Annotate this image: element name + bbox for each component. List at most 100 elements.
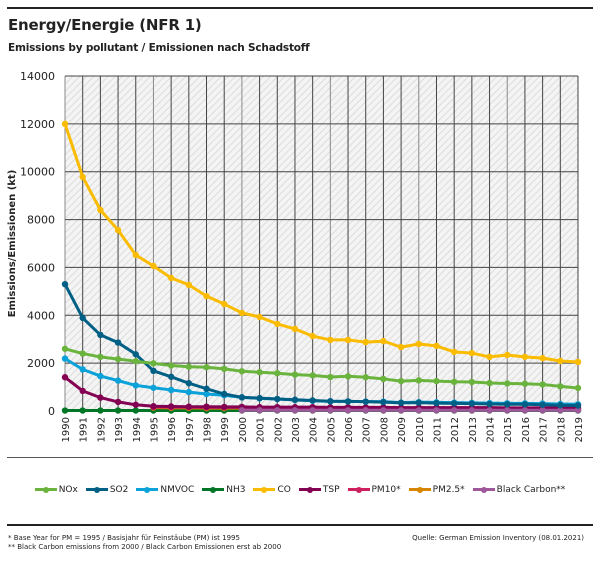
data-point (397, 377, 405, 385)
y-tick-label: 8000 (27, 214, 55, 227)
data-point (132, 401, 139, 408)
data-point (486, 407, 493, 414)
data-point (450, 348, 458, 356)
data-point (450, 407, 458, 414)
x-tick-label: 2000 (238, 417, 249, 442)
data-point (274, 407, 281, 414)
legend-swatch (136, 486, 159, 493)
x-tick-label: 1990 (61, 417, 72, 442)
data-point (185, 281, 193, 289)
y-tick-label: 14000 (20, 70, 55, 83)
data-point (61, 280, 69, 288)
data-point (291, 407, 299, 414)
data-point (167, 362, 175, 369)
data-point (61, 355, 69, 362)
data-point (362, 374, 369, 381)
legend-item: PM10* (347, 485, 401, 495)
legend-item: NMVOC (136, 485, 194, 495)
legend-swatch (298, 486, 321, 493)
data-point (327, 336, 334, 344)
data-point (114, 355, 122, 363)
data-point (185, 388, 193, 396)
x-tick-label: 1995 (149, 417, 160, 442)
data-point (114, 339, 122, 346)
data-point (539, 407, 546, 414)
data-point (291, 325, 299, 333)
data-point (415, 399, 422, 406)
data-point (327, 407, 334, 414)
data-point (238, 368, 246, 375)
data-point (344, 398, 352, 405)
data-point (397, 399, 405, 407)
data-point (468, 349, 476, 357)
footnote-black-carbon: ** Black Carbon emissions from 2000 / Bl… (8, 543, 282, 551)
data-point (79, 407, 86, 414)
data-point (256, 313, 263, 321)
x-tick-label: 2011 (432, 417, 443, 442)
data-point (167, 403, 175, 410)
data-point (415, 407, 422, 414)
x-tick-label: 1992 (96, 417, 107, 442)
data-point (433, 342, 440, 350)
series-black-carbon (238, 407, 582, 414)
data-point (150, 262, 157, 270)
data-point (132, 407, 139, 414)
data-point (327, 373, 334, 381)
data-point (256, 369, 263, 376)
legend-label: NMVOC (160, 484, 195, 495)
data-point (574, 358, 582, 366)
data-point (79, 350, 86, 357)
data-point (61, 407, 69, 414)
data-point (203, 385, 210, 392)
data-point (238, 309, 246, 317)
data-point (97, 394, 104, 401)
x-tick-label: 2003 (291, 417, 302, 442)
legend: NOx SO2 NMVOC NH3 CO TSP PM10* PM2.5* Black Carb… (0, 484, 600, 495)
x-tick-label: 1996 (167, 417, 178, 442)
data-point (256, 407, 263, 414)
data-point (504, 351, 511, 359)
data-point (433, 377, 440, 385)
x-tick-label: 2006 (344, 417, 355, 442)
data-point (557, 357, 564, 365)
data-point (97, 407, 104, 414)
data-point (468, 378, 476, 386)
data-point (203, 292, 210, 300)
data-point (486, 353, 493, 361)
data-point (221, 365, 228, 373)
data-point (433, 407, 440, 414)
legend-item: CO (253, 485, 291, 495)
data-point (150, 360, 157, 367)
x-tick-label: 2017 (539, 417, 550, 442)
chart-subtitle: Emissions by pollutant / Emissionen nach… (8, 42, 310, 54)
footer-rule (7, 524, 593, 526)
x-tick-label: 2009 (397, 417, 408, 442)
data-point (309, 372, 316, 379)
x-tick-label: 2012 (450, 417, 461, 442)
x-tick-label: 2014 (486, 417, 497, 442)
top-rule (7, 7, 593, 9)
x-tick-label: 2018 (556, 417, 567, 442)
legend-label: NOx (58, 484, 78, 495)
data-point (397, 407, 405, 414)
data-point (327, 397, 334, 405)
data-point (397, 343, 405, 351)
data-point (291, 396, 299, 403)
data-point (380, 407, 387, 414)
legend-label: SO2 (109, 484, 129, 495)
data-point (521, 353, 529, 361)
data-point (557, 383, 564, 390)
data-point (344, 407, 352, 414)
legend-item: NH3 (202, 485, 245, 495)
x-tick-label: 2007 (362, 417, 373, 442)
footnote-pm: * Base Year for PM = 1995 / Basisjahr fü… (8, 534, 240, 542)
data-point (486, 400, 493, 408)
data-point (344, 336, 352, 344)
data-point (291, 371, 299, 378)
data-point (362, 338, 369, 346)
legend-swatch (253, 486, 276, 493)
x-tick-label: 2008 (379, 417, 390, 442)
data-point (274, 320, 281, 328)
data-point (468, 407, 476, 414)
data-point (539, 381, 546, 388)
